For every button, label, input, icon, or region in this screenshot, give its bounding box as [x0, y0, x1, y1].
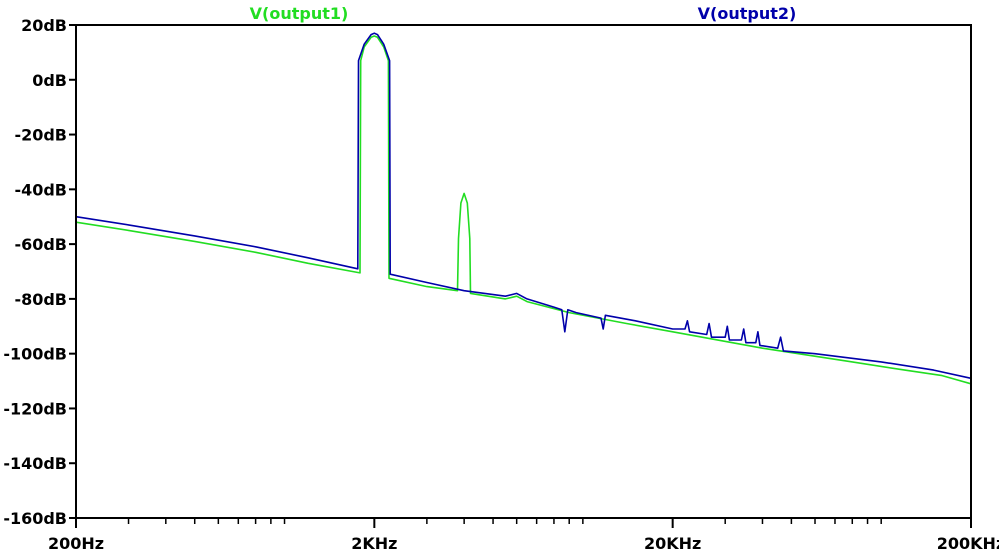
y-tick-label: 0dB: [32, 71, 67, 90]
y-tick-label: -40dB: [14, 180, 67, 199]
x-tick-label: 20KHz: [644, 534, 701, 552]
series-layer: [75, 32, 972, 385]
y-tick-label: -80dB: [14, 290, 67, 309]
y-tick-label: -20dB: [14, 126, 67, 145]
x-tick-label: 200KHz: [937, 534, 999, 552]
y-tick-label: -160dB: [3, 509, 67, 528]
y-tick-label: -60dB: [14, 235, 67, 254]
plot-background: [76, 25, 971, 518]
y-tick-label: -120dB: [3, 399, 67, 418]
x-tick-label: 2KHz: [351, 534, 397, 552]
series-line-2: [75, 32, 972, 380]
plot-frame: [75, 24, 972, 519]
series-line-1: [75, 35, 972, 385]
x-tick-label: 200Hz: [48, 534, 104, 552]
y-tick-label: 20dB: [21, 16, 67, 35]
y-tick-label: -140dB: [3, 454, 67, 473]
axis-layer: 20dB 0dB -20dB -40dB -60dB -80dB -100dB -120dB -…: [3, 16, 999, 552]
legend-output1: V(output1): [250, 4, 349, 23]
y-tick-label: -100dB: [3, 345, 67, 364]
legend-output2: V(output2): [698, 4, 797, 23]
